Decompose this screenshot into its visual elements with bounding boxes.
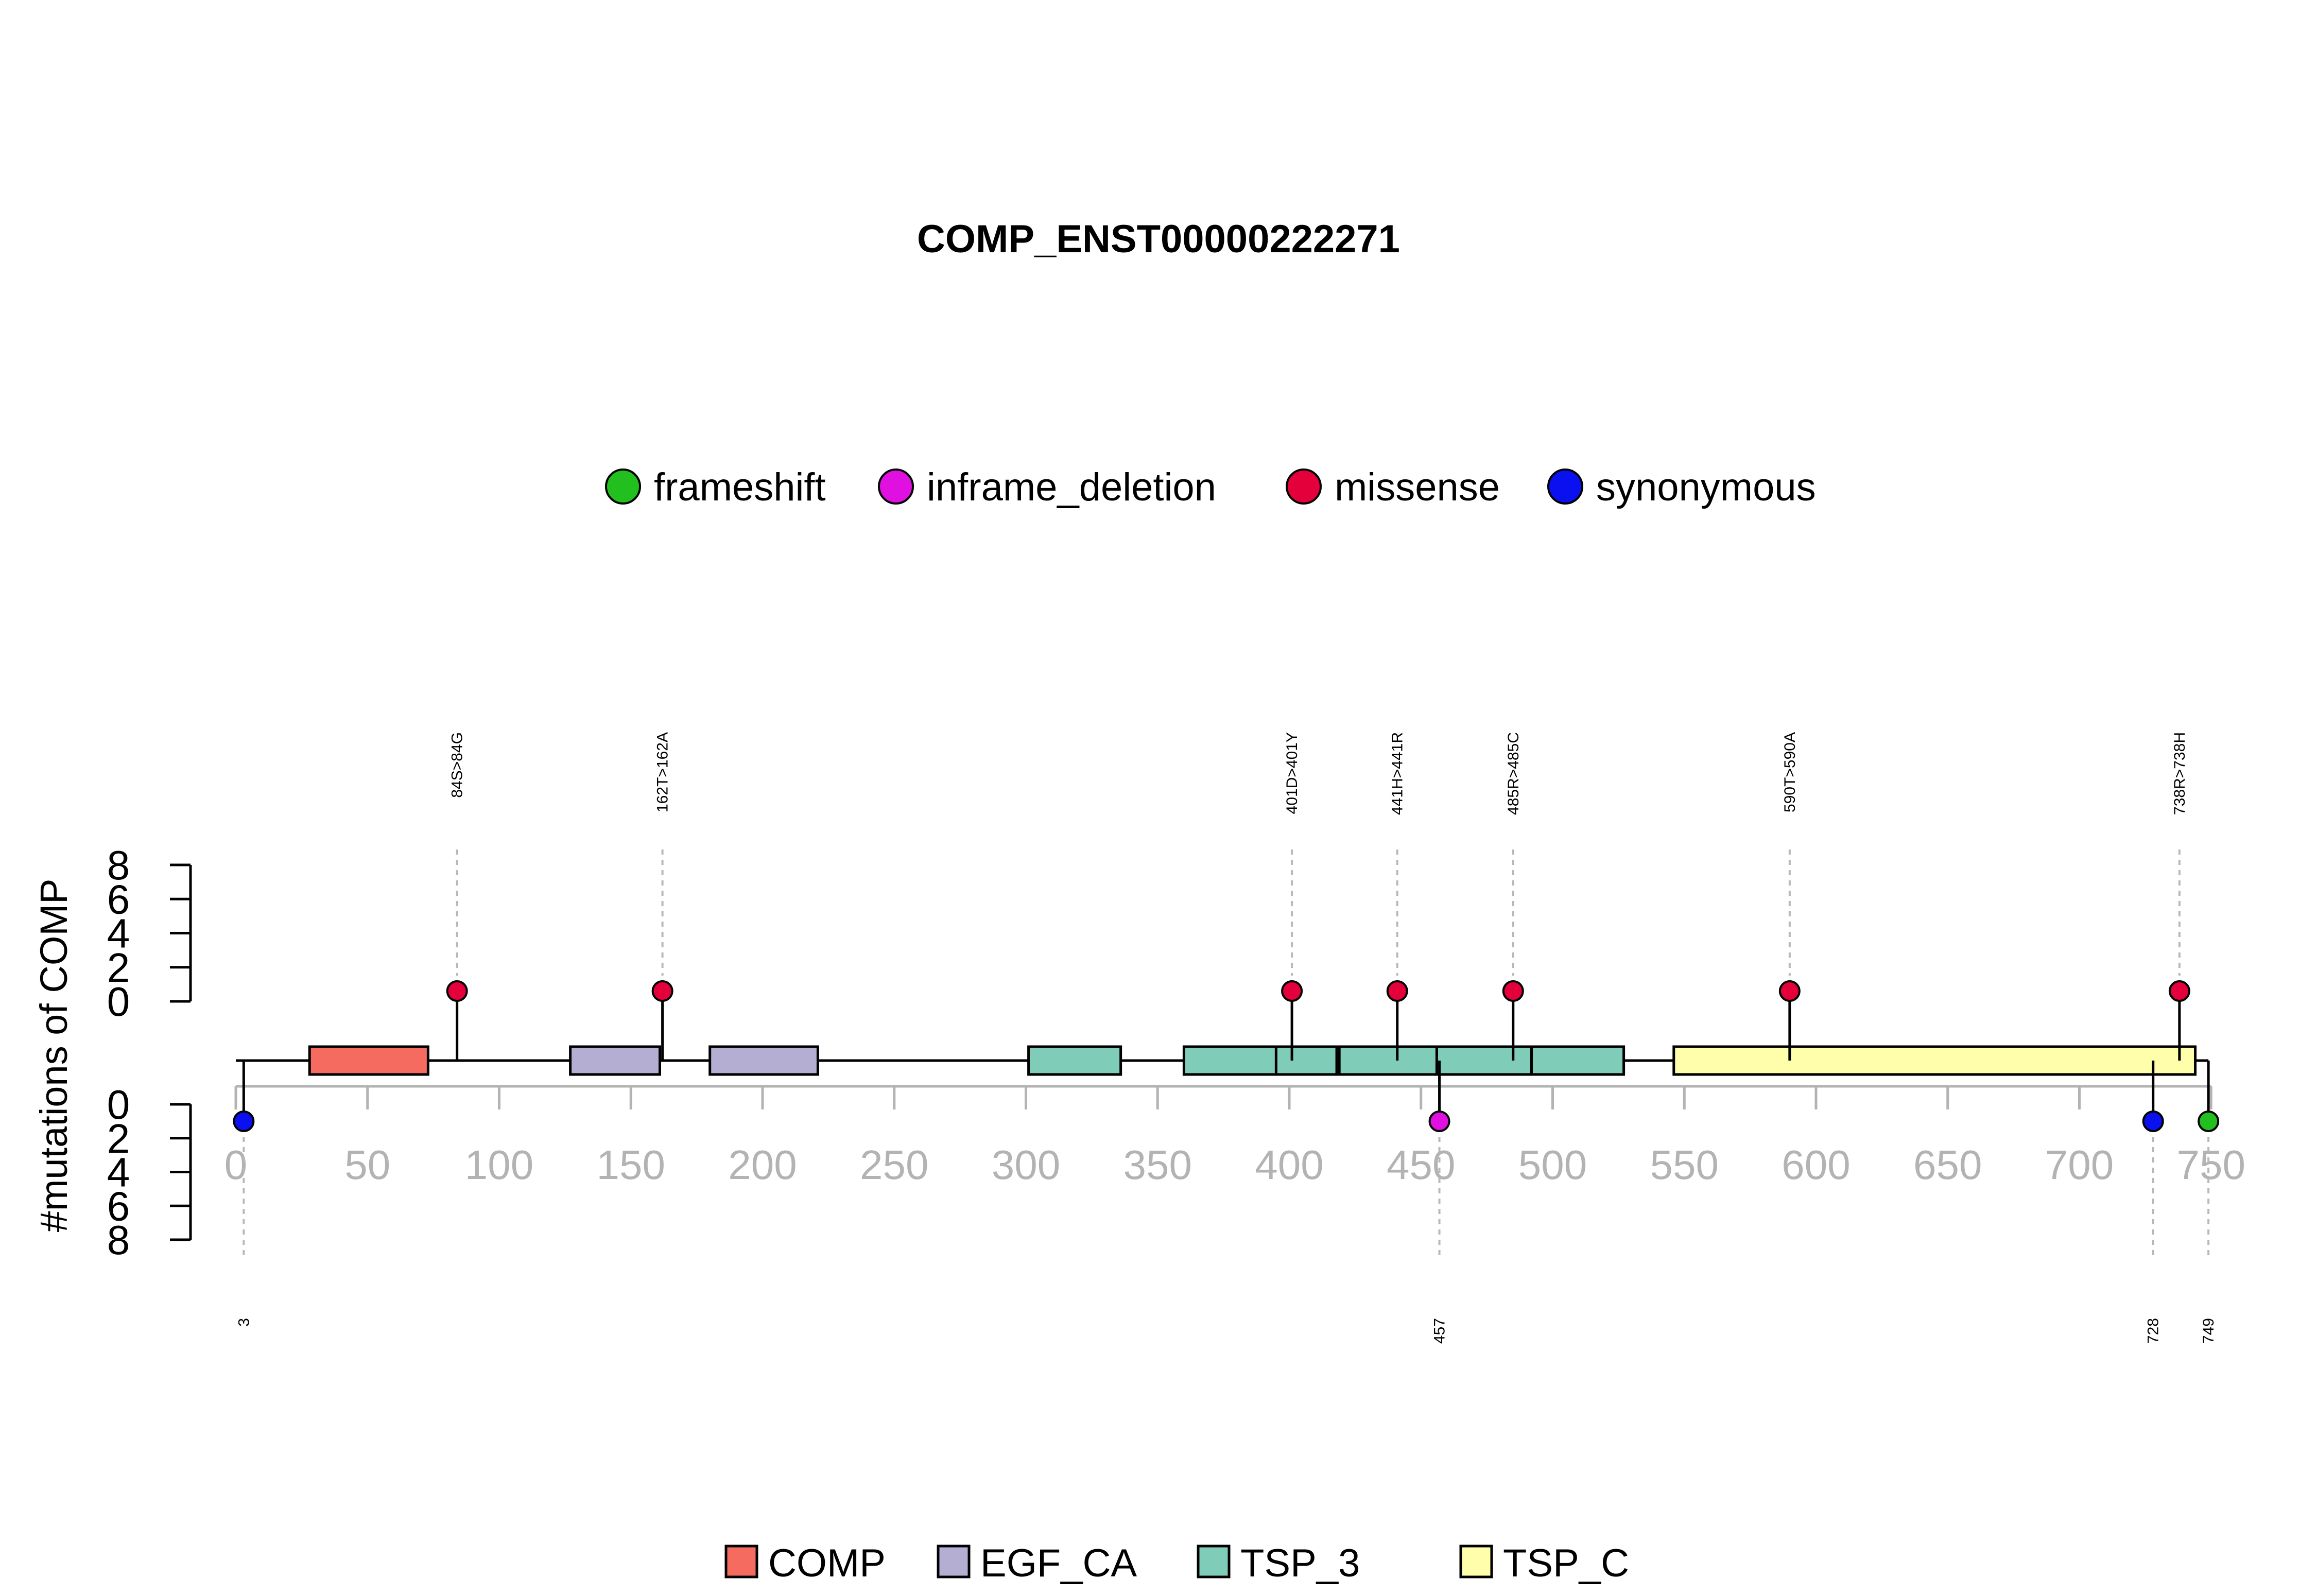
domain-legend-label: TSP_3 [1240,1541,1360,1585]
lollipop-head-frameshift [2198,1111,2220,1132]
lollipop-head-missense [2168,980,2190,1002]
domain-tsp-c [1672,1045,2197,1076]
lollipop-head-inframe_deletion [1428,1111,1450,1132]
legend-swatch [1286,469,1322,505]
domain-legend-label: COMP [768,1541,886,1585]
y-axis-label: #mutations of COMP [32,879,75,1233]
mutation-label: 401D>401Y [1284,732,1301,814]
domain-legend-label: EGF_CA [980,1541,1137,1585]
x-tick-label: 550 [1650,1142,1719,1188]
mutation-label: 485R>485C [1505,732,1522,815]
lollipop-head-missense [446,980,468,1002]
domain-tsp-3 [1182,1045,1277,1076]
upper-y-tick-label: 6 [107,876,130,922]
domain-legend-swatch [937,1545,971,1578]
upper-y-tick-label: 0 [107,979,130,1025]
x-tick-label: 150 [597,1142,665,1188]
domain-tsp-3 [1435,1045,1533,1076]
position-label: 749 [2200,1318,2217,1344]
lollipop-head-synonymous [2142,1111,2164,1132]
x-tick-label: 100 [465,1142,533,1188]
lower-y-tick-label: 4 [107,1150,130,1195]
legend-item-synonymous: synonymous [1547,465,1816,509]
position-label: 3 [235,1318,252,1327]
chart-marks: 84S>84G 162T>162A 401D>401Y 441H>441R 485R>4… [233,732,2220,1344]
lollipop-head-missense [651,980,673,1002]
domain-legend-swatch [1197,1545,1231,1578]
legend-swatch [1547,469,1583,505]
domain-egf-ca [708,1045,819,1076]
domain-legend-swatch [1459,1545,1493,1578]
lollipop-head-missense [1386,980,1408,1002]
mutation-label: 441H>441R [1389,732,1406,815]
domain-comp [308,1045,429,1076]
legend-swatch [605,469,641,505]
legend-label: inframe_deletion [927,465,1216,509]
domain-tsp-3 [1027,1045,1122,1076]
x-tick-label: 300 [992,1142,1060,1188]
position-label: 457 [1431,1318,1448,1344]
legend-label: synonymous [1596,465,1816,509]
domain-tsp-3 [1338,1045,1438,1076]
lower-y-tick-label: 8 [107,1217,130,1263]
upper-y-tick-label: 2 [107,945,130,991]
legend-label: frameshift [654,465,826,509]
domain-legend-label: TSP_C [1503,1541,1629,1585]
domain-legend: COMP EGF_CA TSP_3 TSP_C [724,1541,1629,1585]
domain-egf-ca [569,1045,662,1076]
lollipop-head-missense [1778,980,1801,1002]
domain-legend-item-egf-ca: EGF_CA [937,1541,1137,1585]
legend-item-missense: missense [1286,465,1500,509]
upper-y-tick-label: 8 [107,842,130,888]
legend-label: missense [1335,465,1500,509]
x-tick-label: 750 [2177,1142,2245,1188]
x-tick-label: 50 [344,1142,390,1188]
chart-title: COMP_ENST00000222271 [917,217,1400,261]
position-label: 728 [2145,1318,2162,1344]
x-tick-label: 350 [1123,1142,1192,1188]
domain-legend-item-tsp-c: TSP_C [1459,1541,1629,1585]
mutation-label: 162T>162A [654,732,671,812]
mutation-label: 738R>738H [2171,732,2188,815]
legend-item-frameshift: frameshift [605,465,826,509]
mutation-label: 590T>590A [1782,732,1799,812]
lower-y-tick-label: 0 [107,1082,130,1127]
upper-y-tick-label: 4 [107,911,130,957]
lollipop-head-missense [1502,980,1524,1002]
legend-item-inframe_deletion: inframe_deletion [878,465,1216,509]
x-tick-label: 650 [1913,1142,1982,1188]
domain-legend-item-comp: COMP [724,1541,886,1585]
x-tick-label: 200 [728,1142,797,1188]
mutation-type-legend: frameshift inframe_deletion missense synony… [605,465,1816,509]
mutation-label: 84S>84G [449,732,466,798]
x-tick-label: 250 [860,1142,928,1188]
lower-y-tick-label: 6 [107,1183,130,1229]
x-tick-label: 400 [1255,1142,1323,1188]
legend-swatch [878,469,914,505]
x-tick-label: 450 [1387,1142,1455,1188]
x-tick-label: 700 [2045,1142,2114,1188]
domain-tsp-3 [1274,1045,1338,1076]
domain-legend-swatch [724,1545,758,1578]
x-tick-label: 600 [1782,1142,1850,1188]
domain-legend-item-tsp-3: TSP_3 [1197,1541,1360,1585]
lollipop-head-synonymous [233,1111,255,1132]
lower-y-tick-label: 2 [107,1116,130,1161]
domain-tsp-3 [1530,1045,1626,1076]
x-tick-label: 500 [1518,1142,1587,1188]
lollipop-head-missense [1281,980,1303,1002]
